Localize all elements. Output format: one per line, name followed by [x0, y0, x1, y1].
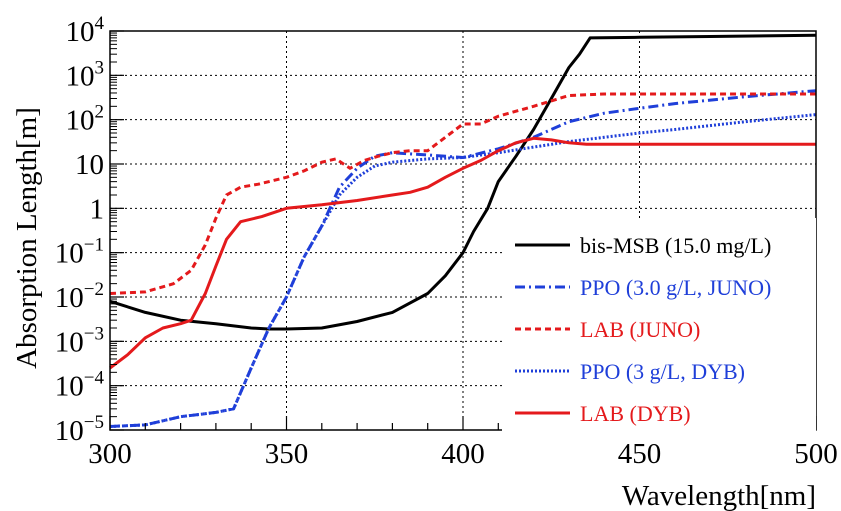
- legend-label-3: PPO (3 g/L, DYB): [580, 359, 745, 384]
- series-line-0: [109, 33, 817, 331]
- y-tick-label: 104: [66, 13, 105, 48]
- series-curves: [109, 33, 817, 428]
- x-tick-label: 500: [794, 438, 838, 470]
- legend: bis-MSB (15.0 mg/L) PPO (3.0 g/L, JUNO) LA…: [502, 218, 816, 442]
- y-tick-label: 10−5: [55, 412, 104, 447]
- y-tick-label: 102: [66, 102, 105, 137]
- y-axis-label: Absorption Length[m]: [11, 107, 43, 369]
- series-line-1: [109, 89, 817, 428]
- legend-label-1: PPO (3.0 g/L, JUNO): [580, 275, 771, 300]
- y-tick-label: 1: [90, 193, 105, 225]
- legend-box: [502, 218, 816, 442]
- series-line-4: [109, 136, 816, 370]
- y-tick-label: 10−3: [55, 323, 104, 358]
- x-tick-label: 300: [88, 438, 132, 470]
- x-tick-label: 450: [618, 438, 662, 470]
- legend-label-0: bis-MSB (15.0 mg/L): [580, 233, 771, 258]
- y-tick-label: 10: [75, 149, 104, 181]
- series-line-2: [109, 92, 816, 295]
- legend-label-4: LAB (DYB): [580, 401, 691, 426]
- y-tick-label: 10−1: [55, 235, 104, 270]
- x-axis-label: Wavelength[nm]: [622, 480, 816, 511]
- x-tick-label: 350: [265, 438, 309, 470]
- y-tick-label: 10−4: [55, 368, 105, 403]
- x-tick-label: 400: [441, 438, 485, 470]
- y-tick-label: 10−2: [55, 279, 104, 314]
- y-tick-labels: 10−5 10−4 10−3 10−2 10−1 1 10 102 103 104: [55, 13, 105, 447]
- y-tick-label: 103: [66, 57, 105, 92]
- legend-label-2: LAB (JUNO): [580, 317, 700, 342]
- x-tick-labels: 300 350 400 450 500: [88, 438, 838, 470]
